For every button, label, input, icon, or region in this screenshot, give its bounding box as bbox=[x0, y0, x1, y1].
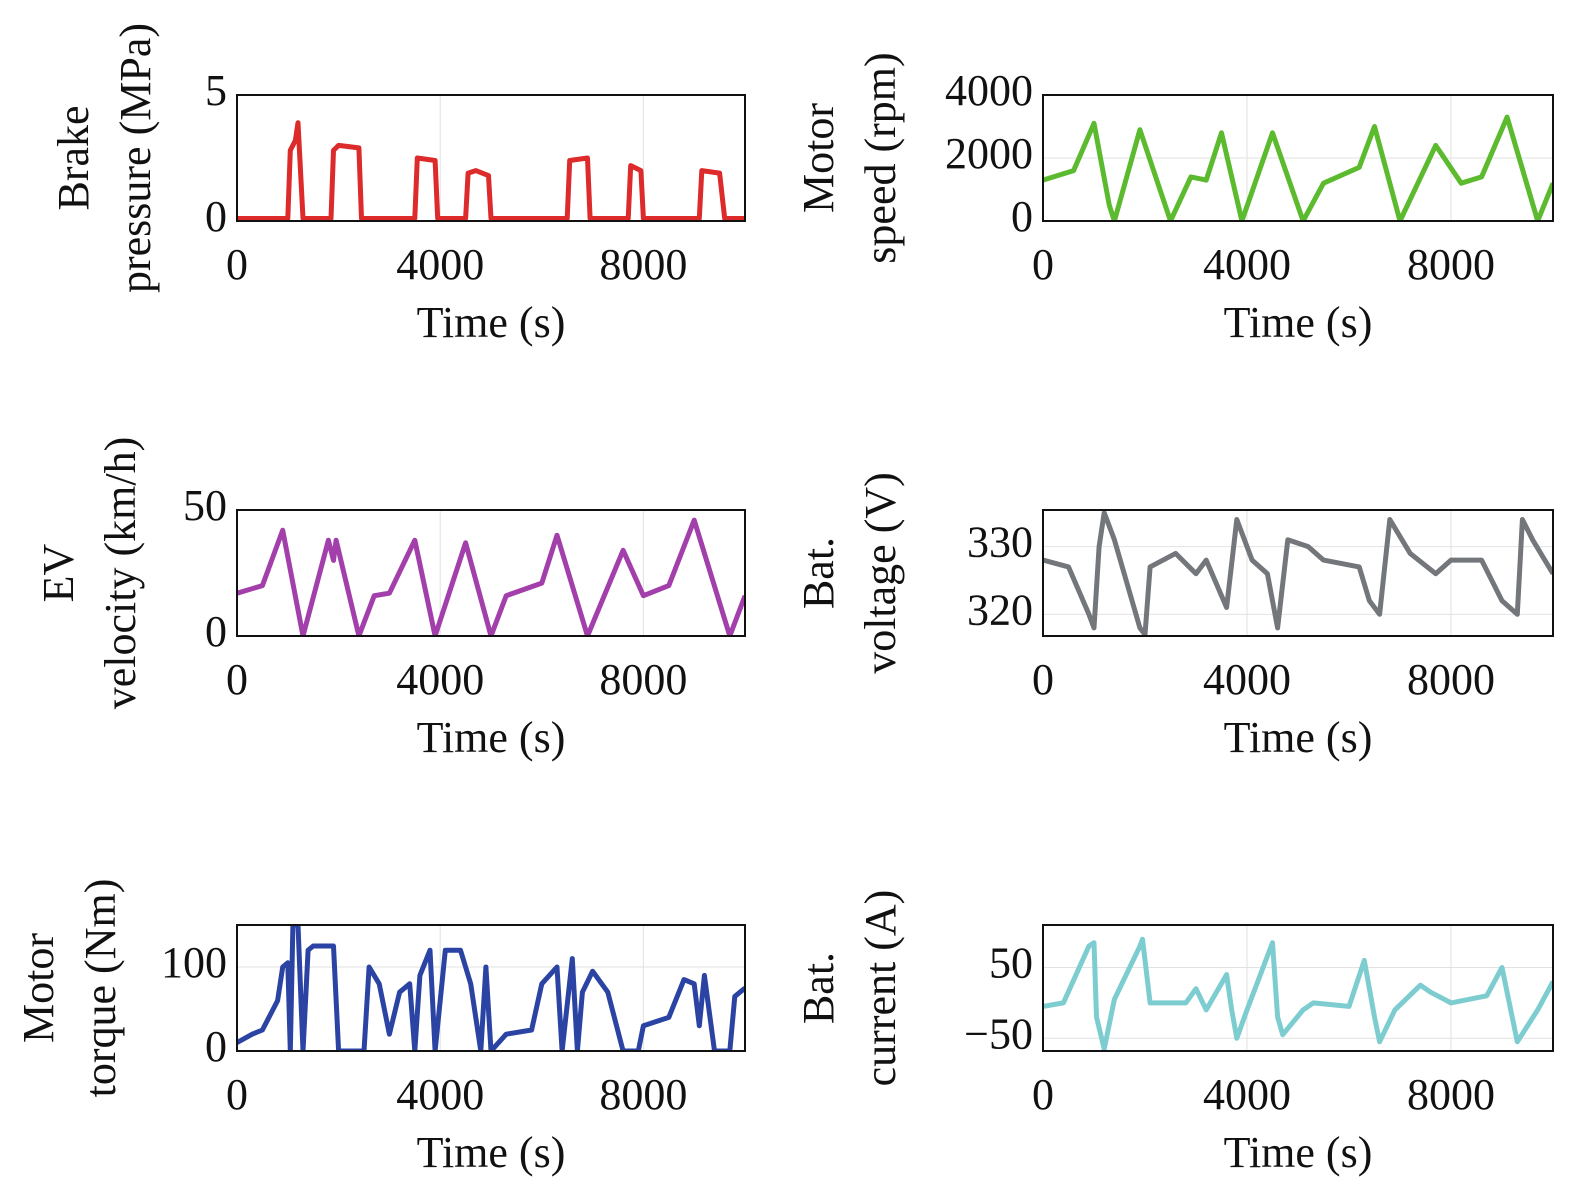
x-tick-label: 4000 bbox=[1203, 1070, 1291, 1119]
y-axis-label: Motor bbox=[14, 933, 63, 1043]
subplot: 0 4000 8000 320 330 Time (s) Bat. voltage (V) bbox=[794, 472, 1554, 762]
x-tick-label: 0 bbox=[226, 1070, 248, 1119]
y-tick-label: 330 bbox=[967, 518, 1033, 567]
data-line bbox=[237, 120, 745, 221]
y-axis-label: EV bbox=[34, 543, 83, 602]
x-tick-label: 0 bbox=[1032, 1070, 1054, 1119]
subplot: 0 4000 8000 0 2000 4000 Time (s) Motor speed (rp… bbox=[794, 52, 1554, 347]
y-tick-label: 5 bbox=[205, 66, 227, 115]
y-axis-label: pressure (MPa) bbox=[111, 23, 160, 293]
axes-frame bbox=[1042, 94, 1554, 222]
y-axis-label: torque (Nm) bbox=[76, 879, 125, 1098]
y-axis-label: Brake bbox=[49, 105, 98, 210]
subplot: 0 4000 8000 −50 50 Time (s) Bat. current (A) bbox=[794, 890, 1554, 1177]
y-tick-label: 320 bbox=[967, 585, 1033, 634]
x-axis-label: Time (s) bbox=[1224, 298, 1373, 347]
data-line bbox=[1043, 510, 1553, 636]
subplot: 0 4000 8000 0 5 Time (s) Brake pressure (MPa) bbox=[49, 23, 746, 347]
y-tick-label: 4000 bbox=[945, 66, 1033, 115]
x-tick-label: 8000 bbox=[1407, 655, 1495, 704]
data-layer bbox=[1043, 510, 1553, 636]
x-tick-label: 0 bbox=[1032, 655, 1054, 704]
axes-frame bbox=[236, 509, 746, 637]
y-axis-label: Motor bbox=[794, 103, 843, 213]
x-axis-label: Time (s) bbox=[417, 1128, 566, 1177]
y-tick-label: −50 bbox=[964, 1009, 1033, 1058]
x-tick-label: 4000 bbox=[396, 1070, 484, 1119]
axes-frame bbox=[1042, 509, 1554, 637]
x-axis-label: Time (s) bbox=[417, 713, 566, 762]
x-axis-label: Time (s) bbox=[1224, 713, 1373, 762]
data-layer bbox=[1043, 936, 1553, 1051]
x-tick-label: 0 bbox=[1032, 240, 1054, 289]
data-layer bbox=[237, 517, 745, 636]
x-tick-label: 0 bbox=[226, 655, 248, 704]
data-layer bbox=[237, 925, 745, 1051]
data-line bbox=[237, 517, 745, 636]
data-line bbox=[1043, 114, 1553, 221]
axes-frame bbox=[1042, 924, 1554, 1052]
y-tick-label: 100 bbox=[161, 938, 227, 987]
y-tick-label: 50 bbox=[183, 481, 227, 530]
y-axis-label: Bat. bbox=[794, 952, 843, 1024]
x-tick-label: 8000 bbox=[1407, 240, 1495, 289]
axes-frame bbox=[236, 94, 746, 222]
y-axis-label: velocity (km/h) bbox=[96, 437, 145, 710]
x-tick-label: 4000 bbox=[396, 240, 484, 289]
x-tick-label: 8000 bbox=[1407, 1070, 1495, 1119]
subplot: 0 4000 8000 0 50 Time (s) EV velocity (km/h) bbox=[34, 437, 746, 762]
y-tick-label: 0 bbox=[1011, 192, 1033, 241]
y-axis-label: current (A) bbox=[856, 890, 905, 1087]
y-axis-label: speed (rpm) bbox=[856, 52, 905, 263]
data-layer bbox=[237, 120, 745, 221]
y-tick-label: 0 bbox=[205, 1022, 227, 1071]
data-layer bbox=[1043, 114, 1553, 221]
x-tick-label: 8000 bbox=[599, 655, 687, 704]
subplot: 0 4000 8000 0 100 Time (s) Motor torque (Nm) bbox=[14, 879, 746, 1177]
x-tick-label: 8000 bbox=[599, 1070, 687, 1119]
data-line bbox=[1043, 936, 1553, 1051]
data-line bbox=[237, 925, 745, 1051]
x-tick-label: 4000 bbox=[396, 655, 484, 704]
axes-frame bbox=[236, 924, 746, 1052]
y-axis-label: voltage (V) bbox=[856, 472, 905, 674]
x-tick-label: 0 bbox=[226, 240, 248, 289]
x-axis-label: Time (s) bbox=[417, 298, 566, 347]
y-tick-label: 2000 bbox=[945, 129, 1033, 178]
x-tick-label: 4000 bbox=[1203, 655, 1291, 704]
y-tick-label: 0 bbox=[205, 192, 227, 241]
x-tick-label: 4000 bbox=[1203, 240, 1291, 289]
y-tick-label: 50 bbox=[989, 939, 1033, 988]
y-tick-label: 0 bbox=[205, 607, 227, 656]
x-axis-label: Time (s) bbox=[1224, 1128, 1373, 1177]
x-tick-label: 8000 bbox=[599, 240, 687, 289]
y-axis-label: Bat. bbox=[794, 537, 843, 609]
